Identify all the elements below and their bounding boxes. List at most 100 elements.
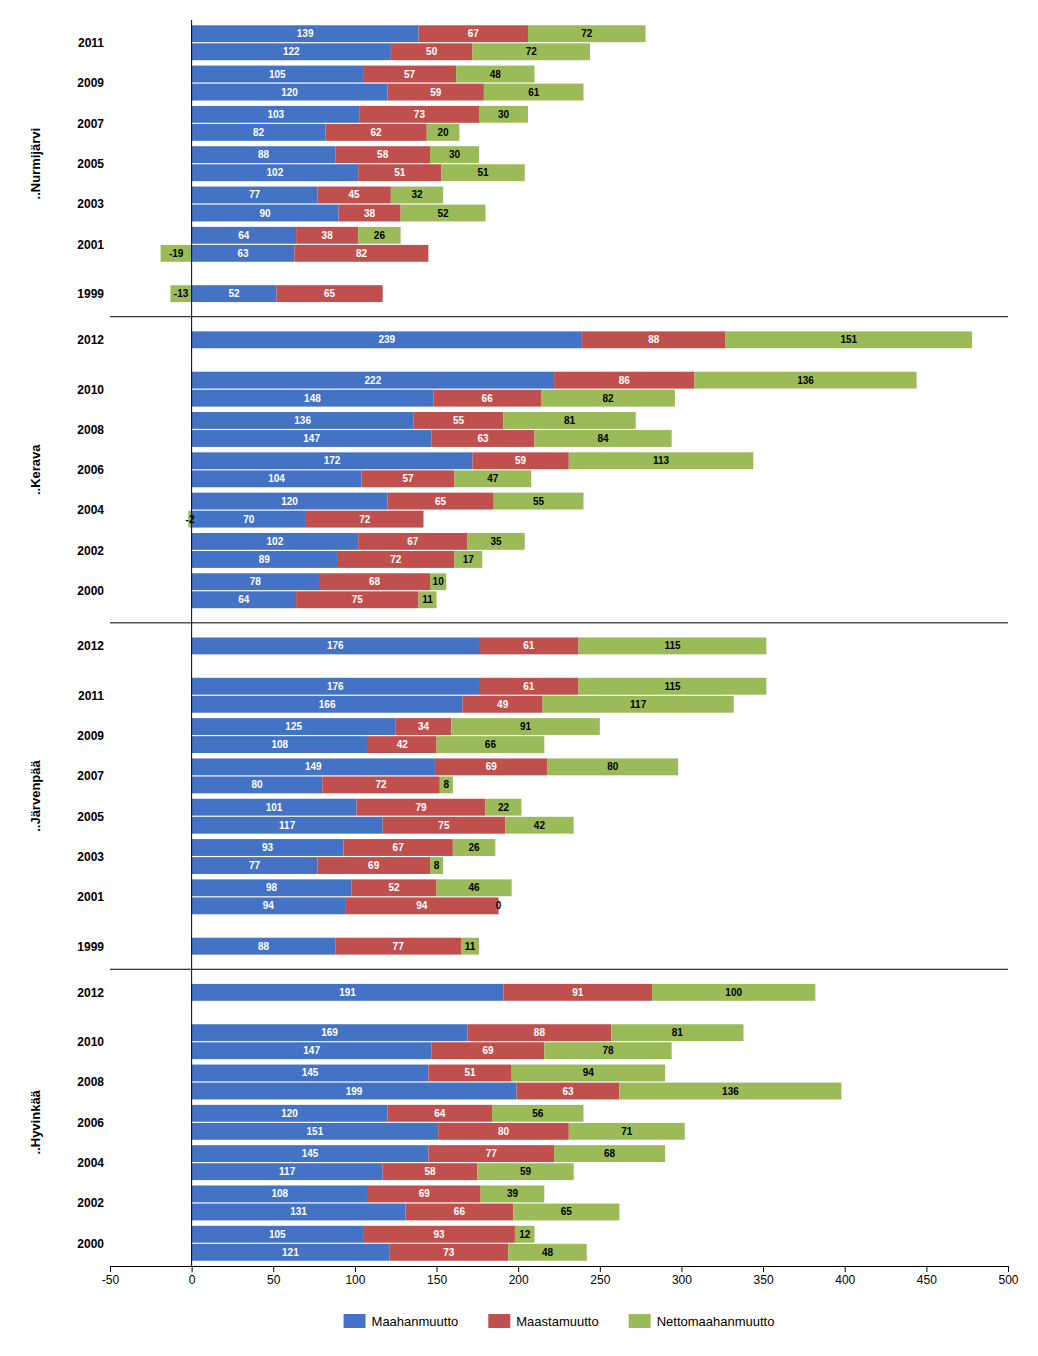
data-label: 72: [526, 46, 538, 57]
x-tick: -50: [102, 1266, 120, 1287]
bar-segment: [484, 84, 584, 101]
data-label: 67: [407, 536, 419, 547]
bar-segment: [456, 66, 534, 83]
region-separator: [110, 316, 1008, 317]
bar-segment: [322, 776, 440, 793]
data-label: 139: [297, 28, 314, 39]
legend-swatch: [629, 1314, 651, 1328]
bar-segment: [543, 696, 734, 713]
data-label: 77: [486, 1148, 498, 1159]
data-label: 120: [281, 496, 298, 507]
y-tick-label: 2004: [77, 503, 104, 517]
x-tick: 0: [189, 1266, 196, 1287]
data-label: 78: [250, 576, 262, 587]
data-label: 81: [672, 1027, 684, 1038]
x-tick: 350: [754, 1266, 774, 1287]
y-tick-label: 2001: [77, 238, 104, 252]
chart: -500501001502002503003504004505002011200…: [0, 0, 1038, 1356]
legend-item: Maahanmuutto: [344, 1314, 459, 1329]
data-label: 72: [359, 514, 371, 525]
bar-segment: [391, 187, 443, 204]
data-label: 59: [520, 1166, 532, 1177]
data-label: 67: [393, 842, 405, 853]
data-label: 222: [365, 375, 382, 386]
y-tick: 2006: [77, 1116, 110, 1130]
bar-segment: [611, 1024, 743, 1041]
bar-segment: [192, 1065, 429, 1082]
legend-swatch: [488, 1314, 510, 1328]
data-label: 72: [581, 28, 593, 39]
data-label: 49: [497, 699, 509, 710]
bar-segment: [503, 984, 652, 1001]
bar-segment: [428, 1145, 554, 1162]
x-tick-label: 150: [427, 1273, 447, 1287]
data-label: 32: [411, 189, 423, 200]
data-label: 69: [368, 860, 380, 871]
x-tick-label: 50: [267, 1273, 281, 1287]
bar-segment: [277, 285, 383, 302]
bar-segment: [192, 493, 388, 510]
y-tick-label: 2002: [77, 1196, 104, 1210]
data-label: 48: [542, 1247, 554, 1258]
data-label: 47: [487, 473, 499, 484]
x-tick: 450: [917, 1266, 937, 1287]
bar-segment: [192, 430, 432, 447]
bar-segment: [435, 758, 548, 775]
reference-lines: [110, 20, 1008, 1266]
data-label: 147: [303, 1045, 320, 1056]
bar-segment: [192, 187, 318, 204]
bar-segment: [579, 678, 767, 695]
y-tick-label: 2005: [77, 157, 104, 171]
bar-segment: [357, 799, 486, 816]
y-tick: 1999: [77, 287, 110, 301]
x-tick-label: 300: [672, 1273, 692, 1287]
bar-segment: [389, 1244, 508, 1261]
bar-segment: [528, 25, 646, 42]
data-label: 52: [229, 288, 241, 299]
data-label: 176: [327, 681, 344, 692]
legend-label: Nettomaahanmuutto: [657, 1314, 775, 1329]
data-label: 79: [415, 802, 427, 813]
bar-segment: [296, 591, 418, 608]
bar-segment: [192, 146, 336, 163]
y-tick-label: 2008: [77, 1075, 104, 1089]
bar-segment: [437, 736, 545, 753]
bar-segment: [345, 897, 498, 914]
data-label: 91: [572, 987, 584, 998]
data-label: 51: [464, 1067, 476, 1078]
data-label: 17: [463, 554, 475, 565]
data-label: 42: [397, 739, 409, 750]
y-tick: 2002: [77, 1196, 110, 1210]
bar-segment: [192, 470, 362, 487]
data-label: 172: [324, 455, 341, 466]
x-tick-label: 250: [590, 1273, 610, 1287]
bar-segment: [437, 879, 512, 896]
bar-segment: [192, 1244, 390, 1261]
data-label: 80: [498, 1126, 510, 1137]
bar-segment: [192, 1083, 517, 1100]
data-label: 151: [307, 1126, 324, 1137]
legend-label: Maastamuutto: [516, 1314, 598, 1329]
bar-segment: [512, 1065, 665, 1082]
bar-segment: [192, 84, 388, 101]
group-labels: ..Nurmijärvi..Kerava..Järvenpää..Hyvinkä…: [28, 128, 43, 1155]
data-label: 88: [258, 941, 270, 952]
x-tick: 500: [998, 1266, 1018, 1287]
data-label: 57: [404, 69, 416, 80]
y-tick: 2003: [77, 850, 110, 864]
bar-segment: [468, 1024, 612, 1041]
y-tick: 2008: [77, 1075, 110, 1089]
bar-segment: [358, 227, 400, 244]
bar-segment: [427, 124, 460, 141]
data-label: 98: [266, 882, 278, 893]
y-tick: 2002: [77, 544, 110, 558]
bar-segment: [296, 227, 358, 244]
x-tick: 50: [267, 1266, 281, 1287]
data-label: 10: [433, 576, 445, 587]
data-label: 239: [378, 334, 395, 345]
data-label: 66: [485, 739, 497, 750]
bar-segment: [453, 839, 495, 856]
bar-segment: [192, 1123, 439, 1140]
bar-segment: [317, 857, 430, 874]
data-label: 102: [267, 536, 284, 547]
